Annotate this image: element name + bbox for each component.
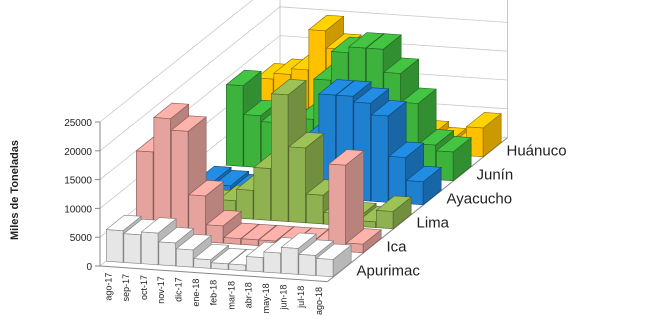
bar-top	[105, 214, 142, 232]
bar-top	[188, 180, 225, 197]
legend-label: Apurimac	[357, 263, 421, 280]
y-axis-title: Miles de Toneladas	[9, 140, 21, 240]
x-tick-label: sep-17	[121, 274, 131, 302]
bar-top	[193, 243, 230, 261]
y-tick-label: 20000	[64, 147, 92, 158]
x-tick-label: jun-18	[279, 285, 289, 311]
bar-front	[298, 253, 316, 276]
bar-top	[270, 78, 307, 96]
bar-front	[158, 241, 176, 267]
bar-top	[258, 225, 295, 242]
bar-top	[335, 80, 372, 97]
bar-front	[271, 93, 289, 222]
bar-front	[123, 233, 141, 264]
bar-top	[383, 57, 420, 74]
bar-top	[153, 102, 190, 119]
bar-top	[365, 33, 402, 50]
bar-top	[400, 87, 437, 104]
bar-top	[353, 87, 390, 104]
bar-top	[225, 69, 262, 87]
bar-top	[375, 195, 412, 212]
bar-top	[308, 14, 345, 32]
bar-top	[298, 239, 335, 256]
bar	[465, 112, 502, 158]
legend-label: Huánuco	[507, 143, 567, 160]
x-axis	[99, 265, 328, 283]
bar	[315, 243, 352, 278]
bar-top	[435, 136, 472, 153]
bar-front	[328, 163, 346, 252]
depth-axis	[327, 137, 508, 282]
bar-front	[193, 258, 211, 269]
bar-top	[418, 129, 455, 146]
legend-label: Ica	[387, 239, 408, 256]
bar-top	[158, 227, 195, 244]
bar-top	[318, 79, 355, 96]
bar-front	[306, 193, 324, 225]
bar-top	[370, 100, 407, 117]
bar	[375, 195, 412, 230]
legend-label: Lima	[417, 215, 450, 232]
bar-top	[315, 243, 352, 260]
x-tick-label: oct-17	[139, 275, 149, 300]
bar-top	[465, 112, 502, 129]
bar-top	[223, 222, 260, 239]
bar-front	[263, 251, 281, 274]
bar-top	[348, 32, 385, 49]
x-tick-label: nov-17	[156, 276, 166, 304]
y-tick-label: 10000	[64, 204, 92, 215]
bar-top	[328, 149, 365, 166]
x-tick-label: ago-17	[104, 273, 114, 301]
bar-front	[141, 231, 159, 266]
bar-front	[371, 114, 389, 203]
x-tick-label: abr-18	[244, 282, 254, 308]
bar-top	[388, 141, 425, 158]
bar-top	[170, 115, 207, 132]
x-tick-label: dic-17	[174, 277, 184, 302]
bar-top	[240, 223, 277, 241]
y-tick-label: 5000	[70, 233, 93, 244]
legend-label: Junín	[477, 167, 514, 184]
bar-top	[405, 165, 442, 183]
y-tick-label: 15000	[64, 176, 92, 187]
bar-front	[243, 114, 261, 168]
bar-front	[288, 146, 306, 224]
bar-front	[376, 210, 394, 230]
bar-top	[280, 232, 317, 249]
x-tick-label: may-18	[261, 283, 271, 313]
x-tick-label: jul-18	[296, 286, 306, 309]
x-tick-label: mar-18	[226, 281, 236, 310]
bar-top	[345, 228, 382, 245]
bar-top	[175, 234, 212, 251]
bar-top	[140, 217, 177, 234]
bar-front	[246, 256, 264, 273]
bar-front	[316, 258, 334, 278]
x-tick-label: feb-18	[209, 280, 219, 306]
x-tick-label: ene-18	[191, 279, 201, 307]
bar-front	[226, 84, 244, 167]
grid-line	[99, 0, 254, 123]
bar	[328, 149, 365, 253]
bar-front	[281, 246, 299, 275]
x-tick-label: ago-18	[314, 287, 324, 315]
y-tick-label: 25000	[64, 118, 92, 129]
legend-label: Ayacucho	[447, 191, 513, 208]
bar-top	[210, 247, 247, 265]
y-tick-label: 0	[86, 262, 92, 273]
bar-front	[176, 248, 194, 268]
bar-top	[288, 132, 325, 149]
bar-front	[253, 167, 271, 221]
bar	[388, 141, 425, 205]
bar-front	[106, 229, 124, 263]
bar-top	[205, 210, 242, 227]
